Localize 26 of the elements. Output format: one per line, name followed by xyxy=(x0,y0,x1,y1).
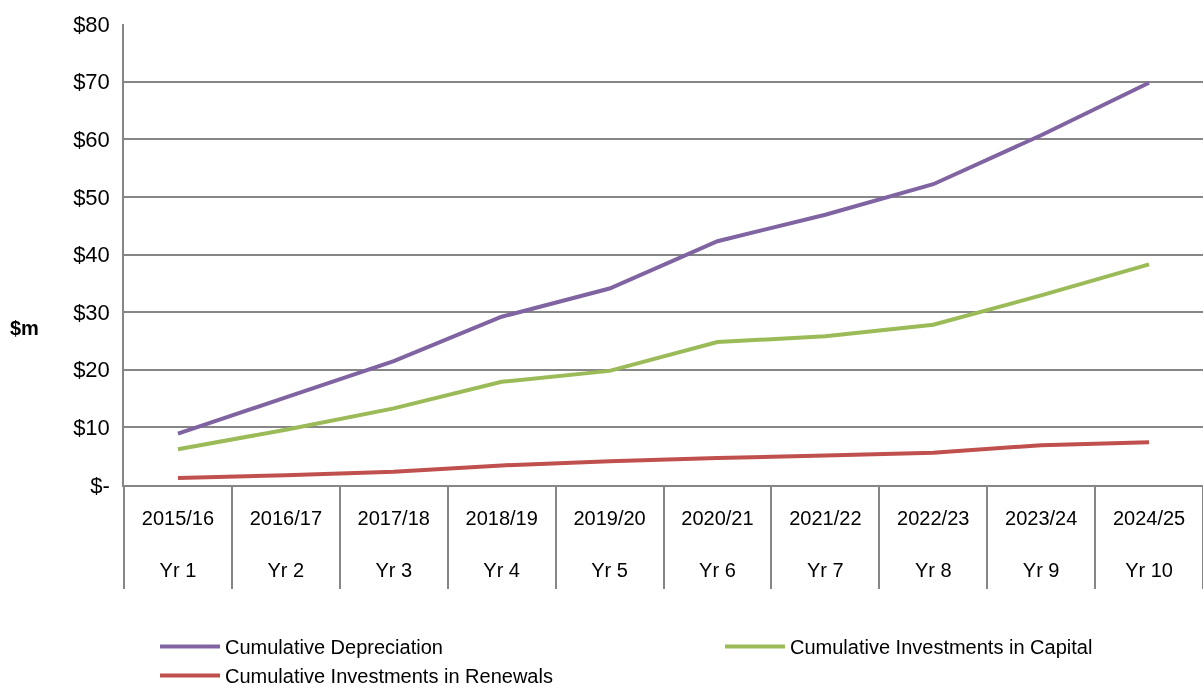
legend-label: Cumulative Depreciation xyxy=(225,636,443,659)
line-series xyxy=(175,262,1152,452)
line-series xyxy=(175,440,1152,481)
category-label: 2019/20 Yr 5 xyxy=(573,506,646,581)
line-series xyxy=(175,80,1152,436)
category-label: 2023/24 Yr 9 xyxy=(1005,506,1078,581)
category-label: 2015/16 Yr 1 xyxy=(141,506,215,581)
category-label: 2018/19 Yr 4 xyxy=(465,506,538,581)
y-tick-label: $- xyxy=(90,472,110,498)
y-tick-label: $30 xyxy=(73,299,110,325)
category-label: 2020/21 Yr 6 xyxy=(681,506,754,581)
category-label: 2021/22 Yr 7 xyxy=(789,506,862,581)
y-tick-label: $50 xyxy=(73,184,110,210)
category-label: 2016/17 Yr 2 xyxy=(249,506,322,581)
y-tick-label: $40 xyxy=(73,242,110,268)
y-tick-label: $20 xyxy=(73,357,110,383)
legend-label: Cumulative Investments in Renewals xyxy=(225,665,553,688)
y-tick-label: $70 xyxy=(73,69,110,95)
y-tick-label: $80 xyxy=(73,11,110,37)
category-label: 2022/23 Yr 8 xyxy=(897,506,970,581)
y-tick-label: $10 xyxy=(73,415,110,441)
category-label: 2024/25 Yr 10 xyxy=(1112,506,1186,581)
category-label: 2017/18 Yr 3 xyxy=(357,506,430,581)
legend-label: Cumulative Investments in Capital xyxy=(790,636,1093,659)
y-tick-label: $60 xyxy=(73,126,110,152)
y-axis-title: $m xyxy=(10,317,39,339)
